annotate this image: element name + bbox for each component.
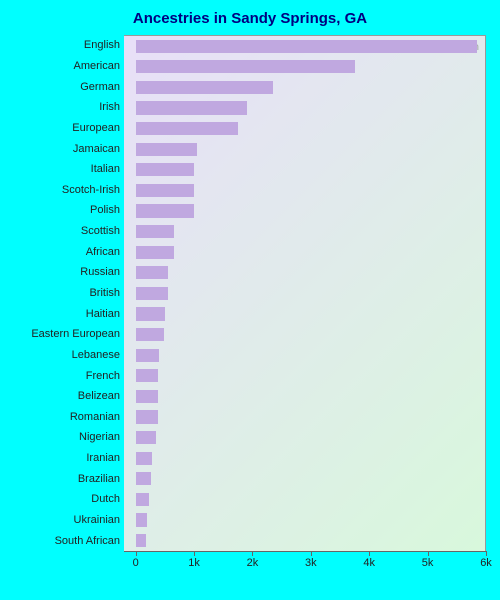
bar — [136, 410, 158, 423]
y-axis-label: Dutch — [14, 489, 124, 510]
y-axis-label: Scotch-Irish — [14, 179, 124, 200]
bar — [136, 143, 197, 156]
x-tick-label: 4k — [363, 557, 375, 569]
bar — [136, 101, 247, 114]
bar — [136, 328, 164, 341]
bar — [136, 390, 158, 403]
y-axis-label: Haitian — [14, 303, 124, 324]
bar-row — [124, 36, 485, 57]
bar — [136, 369, 158, 382]
bar — [136, 204, 194, 217]
y-axis-label: American — [14, 56, 124, 77]
y-axis-label: Scottish — [14, 221, 124, 242]
bar-row — [124, 221, 485, 242]
y-axis-label: Lebanese — [14, 345, 124, 366]
bar-row — [124, 139, 485, 160]
bar-row — [124, 201, 485, 222]
y-axis-label: German — [14, 76, 124, 97]
x-tick-label: 3k — [305, 557, 317, 569]
bar — [136, 307, 165, 320]
bar — [136, 349, 159, 362]
y-axis-label: South African — [14, 530, 124, 551]
bar — [136, 266, 168, 279]
bar-row — [124, 427, 485, 448]
bar-row — [124, 304, 485, 325]
bar-row — [124, 324, 485, 345]
bar-row — [124, 468, 485, 489]
bar — [136, 431, 156, 444]
y-axis-label: Nigerian — [14, 427, 124, 448]
bar — [136, 493, 149, 506]
x-tick-label: 2k — [247, 557, 259, 569]
bar-row — [124, 489, 485, 510]
bar-row — [124, 448, 485, 469]
y-axis-label: British — [14, 283, 124, 304]
x-tick — [194, 551, 195, 556]
bar — [136, 225, 174, 238]
bar — [136, 472, 151, 485]
bar-row — [124, 77, 485, 98]
y-axis-label: Italian — [14, 159, 124, 180]
y-axis-label: Irish — [14, 97, 124, 118]
bar — [136, 163, 194, 176]
bar — [136, 60, 355, 73]
y-axis-label: Russian — [14, 262, 124, 283]
bar-row — [124, 118, 485, 139]
bar-row — [124, 283, 485, 304]
bar — [136, 122, 238, 135]
chart-page: Ancestries in Sandy Springs, GA EnglishA… — [0, 0, 500, 600]
bar — [136, 452, 152, 465]
y-axis-label: English — [14, 35, 124, 56]
bar-row — [124, 407, 485, 428]
bar-row — [124, 57, 485, 78]
x-tick — [486, 551, 487, 556]
bar-row — [124, 366, 485, 387]
y-axis-label: African — [14, 241, 124, 262]
y-axis-label: Eastern European — [14, 324, 124, 345]
x-tick-label: 6k — [480, 557, 492, 569]
bar — [136, 81, 273, 94]
bar-row — [124, 263, 485, 284]
bar — [136, 287, 168, 300]
plot-area: ✚ City-Data.com — [124, 35, 486, 551]
y-axis-label: French — [14, 365, 124, 386]
bar-row — [124, 386, 485, 407]
bar-row — [124, 530, 485, 551]
y-axis-label: Belizean — [14, 386, 124, 407]
y-axis-labels: EnglishAmericanGermanIrishEuropeanJamaic… — [14, 35, 124, 551]
y-axis-label: Romanian — [14, 407, 124, 428]
y-axis-label: Brazilian — [14, 468, 124, 489]
x-tick — [369, 551, 370, 556]
bar-row — [124, 160, 485, 181]
x-tick-label: 1k — [188, 557, 200, 569]
bar — [136, 246, 174, 259]
bar-row — [124, 510, 485, 531]
x-axis: 01k2k3k4k5k6k — [124, 551, 486, 573]
y-axis-label: Iranian — [14, 448, 124, 469]
bar — [136, 534, 147, 547]
bar — [136, 513, 148, 526]
x-tick — [252, 551, 253, 556]
bar-row — [124, 242, 485, 263]
y-axis-label: Ukrainian — [14, 510, 124, 531]
x-tick — [311, 551, 312, 556]
x-tick-label: 0 — [133, 557, 139, 569]
bar-row — [124, 345, 485, 366]
y-axis-label: Jamaican — [14, 138, 124, 159]
x-tick — [136, 551, 137, 556]
bar — [136, 40, 478, 53]
bars-container — [124, 36, 485, 551]
x-axis-line — [124, 551, 486, 552]
bar-row — [124, 180, 485, 201]
y-axis-label: Polish — [14, 200, 124, 221]
chart-title: Ancestries in Sandy Springs, GA — [14, 10, 486, 27]
x-tick-label: 5k — [422, 557, 434, 569]
bar — [136, 184, 194, 197]
x-tick — [428, 551, 429, 556]
bar-row — [124, 98, 485, 119]
chart-wrap: EnglishAmericanGermanIrishEuropeanJamaic… — [14, 35, 486, 575]
y-axis-label: European — [14, 118, 124, 139]
